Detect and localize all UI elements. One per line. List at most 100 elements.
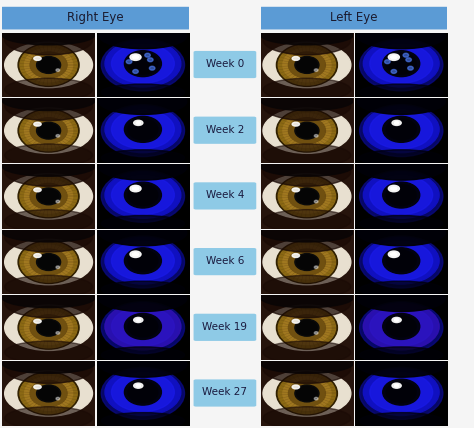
Circle shape [124,248,161,274]
Circle shape [283,311,331,345]
Ellipse shape [5,210,92,232]
Text: Left Eye: Left Eye [330,11,378,24]
Ellipse shape [5,275,92,298]
Ellipse shape [34,56,41,60]
Ellipse shape [261,288,353,308]
Ellipse shape [132,56,139,59]
Ellipse shape [99,154,187,180]
Ellipse shape [105,303,181,350]
Circle shape [145,53,150,57]
Ellipse shape [34,254,41,258]
Ellipse shape [101,236,184,288]
Ellipse shape [130,185,141,192]
Ellipse shape [5,341,92,364]
Circle shape [278,242,336,282]
Circle shape [25,311,73,345]
Ellipse shape [357,351,445,377]
Ellipse shape [99,351,187,377]
Ellipse shape [34,122,41,126]
Circle shape [283,114,331,148]
Ellipse shape [34,319,41,323]
Ellipse shape [391,253,397,256]
Circle shape [25,48,73,82]
Circle shape [276,109,337,152]
Circle shape [30,52,67,78]
Ellipse shape [360,368,443,419]
Ellipse shape [5,407,92,428]
Circle shape [391,69,397,73]
FancyBboxPatch shape [0,7,193,30]
Ellipse shape [364,40,439,87]
Circle shape [36,385,61,402]
Ellipse shape [105,106,181,153]
Ellipse shape [263,108,351,153]
Ellipse shape [263,223,351,252]
Ellipse shape [360,281,443,297]
Ellipse shape [5,78,92,101]
Circle shape [20,45,77,85]
Circle shape [314,200,318,203]
Ellipse shape [111,44,174,83]
Ellipse shape [261,91,353,110]
Circle shape [56,134,60,137]
Circle shape [278,176,336,217]
Circle shape [18,44,79,86]
Ellipse shape [136,319,141,321]
Circle shape [128,250,158,271]
Ellipse shape [292,254,300,258]
Circle shape [386,184,416,205]
Ellipse shape [263,42,351,88]
Circle shape [314,397,318,400]
Circle shape [276,175,337,218]
Text: Week 27: Week 27 [202,387,247,398]
Ellipse shape [357,154,445,180]
Circle shape [18,306,79,349]
Ellipse shape [364,303,439,350]
FancyBboxPatch shape [193,248,256,275]
Circle shape [289,315,326,341]
Circle shape [38,189,59,203]
Circle shape [56,332,60,334]
Circle shape [149,66,155,70]
Circle shape [295,122,319,139]
Circle shape [30,183,67,209]
Ellipse shape [105,303,181,350]
Ellipse shape [263,144,351,166]
Ellipse shape [292,56,300,60]
Circle shape [297,255,317,269]
Ellipse shape [364,172,439,218]
Ellipse shape [263,78,351,101]
Circle shape [278,45,336,85]
Ellipse shape [99,220,187,246]
Ellipse shape [364,369,439,416]
Circle shape [295,385,319,402]
Ellipse shape [292,385,300,389]
Ellipse shape [2,157,95,176]
Text: Right Eye: Right Eye [67,11,124,24]
Circle shape [36,254,61,270]
Ellipse shape [5,26,92,55]
Ellipse shape [360,84,443,100]
Circle shape [30,380,67,407]
Ellipse shape [101,215,184,232]
Ellipse shape [130,251,141,258]
Ellipse shape [360,39,443,91]
Ellipse shape [392,120,401,125]
Circle shape [128,53,158,74]
Text: Week 4: Week 4 [206,190,244,200]
Circle shape [56,266,60,268]
Ellipse shape [394,122,399,124]
Ellipse shape [101,281,184,297]
Circle shape [38,321,59,335]
Circle shape [278,110,336,151]
Ellipse shape [111,241,174,280]
Circle shape [314,69,318,71]
Ellipse shape [5,223,92,252]
Circle shape [314,134,318,137]
Ellipse shape [357,220,445,246]
Circle shape [124,116,161,143]
Ellipse shape [99,89,187,114]
Circle shape [38,124,59,138]
Ellipse shape [132,253,139,256]
Circle shape [386,316,416,337]
